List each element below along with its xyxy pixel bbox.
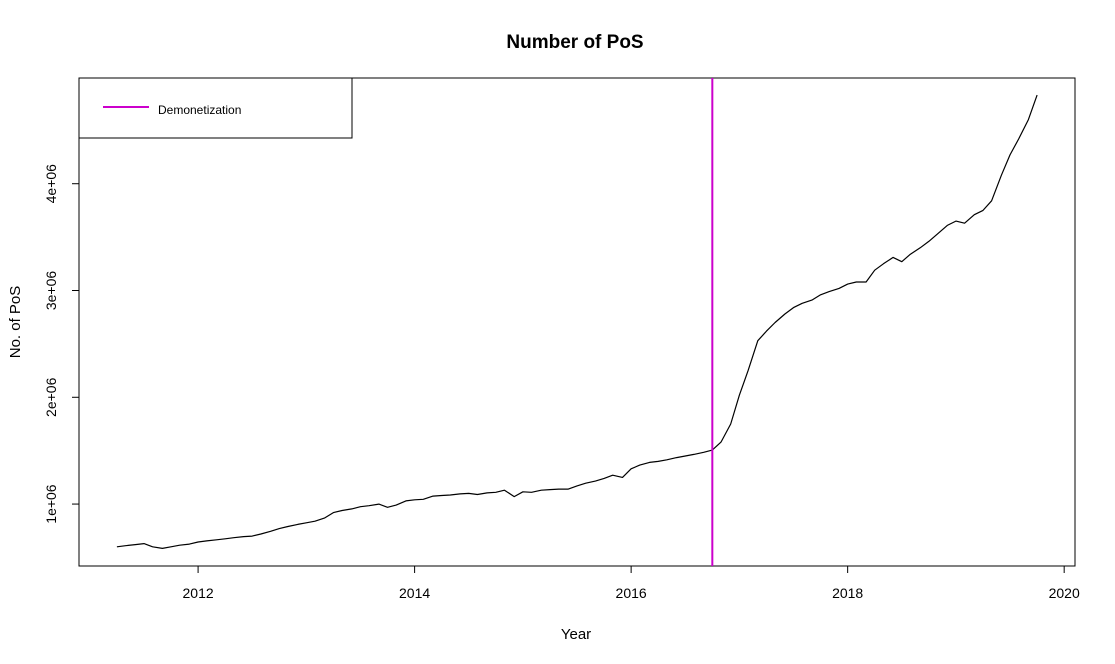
x-tick-label: 2016 <box>616 585 647 601</box>
chart-title: Number of PoS <box>506 32 643 53</box>
y-tick-label: 1e+06 <box>43 484 59 524</box>
x-axis-label: Year <box>561 626 591 643</box>
y-axis: 1e+06 2e+06 3e+06 4e+06 <box>43 164 80 524</box>
x-tick-label: 2012 <box>183 585 214 601</box>
y-tick-label: 3e+06 <box>43 271 59 311</box>
series-line <box>116 94 1038 550</box>
legend-label: Demonetization <box>158 103 241 117</box>
x-tick-label: 2018 <box>832 585 863 601</box>
series-layer <box>116 94 1038 550</box>
y-tick-label: 4e+06 <box>43 164 59 204</box>
x-tick-label: 2014 <box>399 585 430 601</box>
legend: Demonetization <box>78 77 353 139</box>
plot-box <box>78 77 1076 567</box>
y-tick-label: 2e+06 <box>43 377 59 417</box>
x-tick-label: 2020 <box>1049 585 1080 601</box>
y-axis-label: No. of PoS <box>7 286 24 359</box>
x-axis: 2012 2014 2016 2018 2020 <box>183 565 1080 601</box>
